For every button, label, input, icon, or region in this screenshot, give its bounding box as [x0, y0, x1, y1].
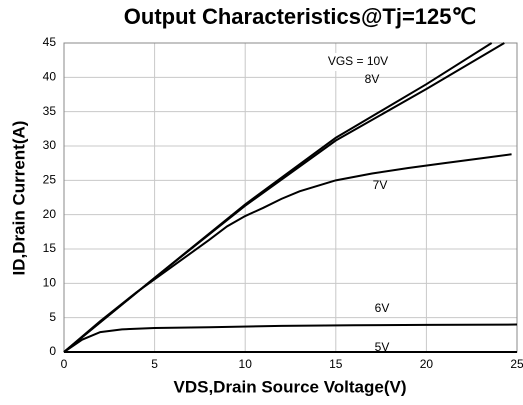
series-label: 7V	[373, 178, 388, 192]
y-tick-label: 25	[43, 173, 57, 187]
line	[63, 153, 512, 353]
y-tick-label: 5	[49, 310, 56, 324]
y-tick-label: 30	[43, 138, 57, 152]
chart-title: Output Characteristics@Tj=125℃	[124, 4, 476, 29]
line	[63, 323, 518, 353]
x-tick-label: 5	[151, 357, 158, 371]
x-tick-label: 20	[420, 357, 434, 371]
y-tick-label: 40	[43, 70, 57, 84]
y-axis-label: ID,Drain Current(A)	[9, 121, 28, 276]
series-label: 6V	[375, 301, 390, 315]
y-tick-label: 45	[43, 35, 57, 49]
y-tick-label: 20	[43, 207, 57, 221]
x-tick-label: 25	[510, 357, 523, 371]
y-tick-label: 35	[43, 104, 57, 118]
series-label: 5V	[375, 340, 390, 354]
y-tick-label: 0	[49, 344, 56, 358]
legend-box	[326, 53, 390, 71]
x-tick-label: 15	[329, 357, 343, 371]
x-tick-label: 10	[239, 357, 253, 371]
series-label: 8V	[365, 72, 380, 86]
x-axis-label: VDS,Drain Source Voltage(V)	[173, 377, 406, 396]
series-label: VGS = 10V	[328, 54, 388, 68]
y-tick-label: 10	[43, 276, 57, 290]
x-tick-label: 0	[61, 357, 68, 371]
plot-border	[63, 42, 518, 353]
y-tick-label: 15	[43, 241, 57, 255]
